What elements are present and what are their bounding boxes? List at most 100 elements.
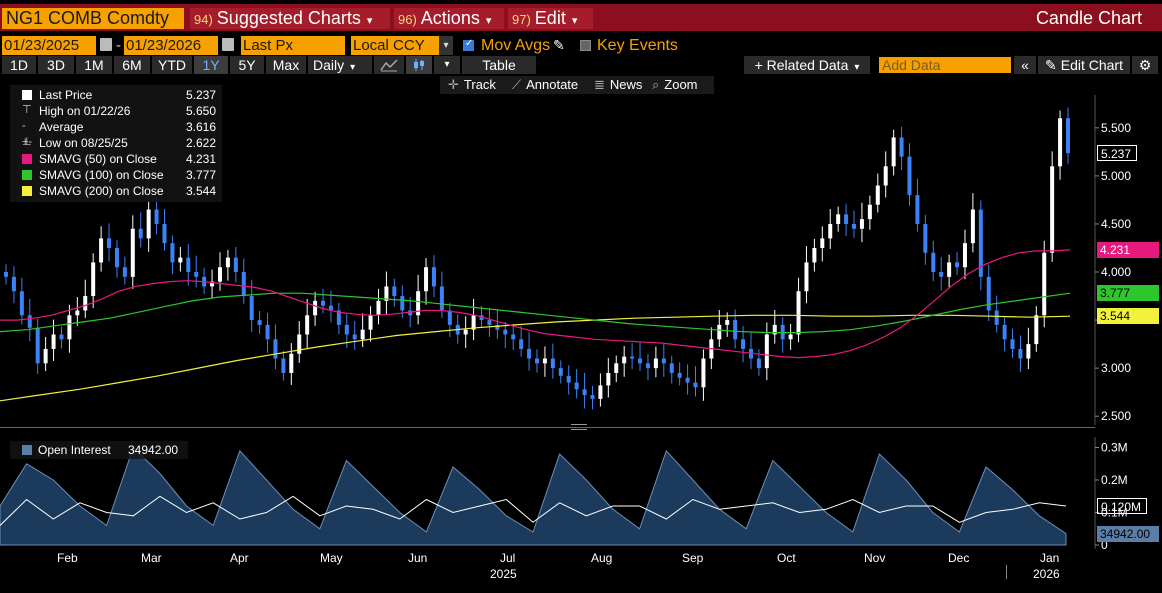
candle-body: [741, 339, 746, 349]
candle-body: [852, 223, 857, 229]
zoom-button[interactable]: ⌕ Zoom: [652, 77, 698, 93]
legend-row-sma50[interactable]: SMAVG (50) on Close 4.231: [10, 151, 222, 167]
edit-chart-button[interactable]: ✎ Edit Chart: [1038, 56, 1130, 74]
track-button[interactable]: ✛ Track: [448, 77, 496, 93]
pencil-icon[interactable]: ✎: [553, 37, 565, 53]
legend-name: Low on 08/25/25: [39, 136, 128, 150]
price-field-select[interactable]: Last Px: [241, 36, 345, 55]
candle-body: [931, 252, 936, 273]
candle-body: [978, 209, 983, 277]
candle-body: [1042, 252, 1047, 316]
candle-body: [701, 358, 706, 388]
related-data-button[interactable]: + Related Data ▾: [744, 56, 870, 74]
annotate-button[interactable]: ⟋ Annotate: [512, 77, 578, 93]
period-1y-button[interactable]: 1Y: [194, 56, 228, 74]
candle-body: [27, 315, 32, 328]
period-6m-button[interactable]: 6M: [114, 56, 150, 74]
chevron-down-icon[interactable]: ▾: [434, 56, 460, 74]
legend-row-sma100[interactable]: SMAVG (100) on Close 3.777: [10, 167, 222, 183]
legend-row-sma200[interactable]: SMAVG (200) on Close 3.544: [10, 183, 222, 199]
y-tick-label: 4.000: [1101, 265, 1131, 279]
legend-row-last-price[interactable]: Last Price 5.237: [10, 87, 222, 103]
period-1m-button[interactable]: 1M: [76, 56, 112, 74]
legend-name: High on 01/22/26: [39, 104, 131, 118]
range-toolbar: 01/23/2025 - 01/23/2026 Last Px Local CC…: [0, 34, 1162, 56]
menu-number: 97): [512, 12, 531, 27]
candle-body: [99, 238, 104, 263]
candle-body: [416, 291, 421, 316]
candle-body: [479, 315, 484, 321]
add-data-input[interactable]: Add Data: [879, 57, 1011, 73]
legend-row-high[interactable]: ⊤ High on 01/22/26 5.650: [10, 103, 222, 119]
candle-body: [344, 324, 349, 335]
table-button[interactable]: Table: [462, 56, 536, 74]
start-date-field[interactable]: 01/23/2025: [2, 36, 96, 55]
panel-divider[interactable]: [0, 427, 1095, 428]
candle-body: [471, 315, 476, 330]
candle-body: [194, 272, 199, 277]
key-events-checkbox[interactable]: [580, 40, 591, 51]
candle-body: [550, 358, 555, 369]
period-toolbar: 1D 3D 1M 6M YTD 1Y 5Y Max Daily ▾ ▾ Table…: [0, 55, 1162, 75]
actions-menu[interactable]: 96) Actions ▾: [394, 8, 504, 29]
track-label: Track: [463, 77, 496, 92]
candle-body: [836, 214, 841, 224]
candle-body: [170, 243, 175, 263]
period-1d-button[interactable]: 1D: [2, 56, 36, 74]
candle-body: [891, 137, 896, 167]
sma50-line: [0, 249, 1071, 359]
period-5y-button[interactable]: 5Y: [230, 56, 264, 74]
candle-body: [653, 358, 658, 369]
open-interest-chart[interactable]: 0.3M 0.2M 0.1M 0: [0, 437, 1162, 552]
open-interest-svg[interactable]: 0.3M 0.2M 0.1M 0: [0, 437, 1162, 552]
legend-row-low[interactable]: ⊥ Low on 08/25/25 2.622: [10, 135, 222, 151]
candle-body: [844, 214, 849, 224]
currency-select[interactable]: Local CCY: [351, 36, 439, 55]
candle-body: [51, 334, 56, 349]
oi-value-tag: 34942.00: [1097, 525, 1159, 542]
candle-body: [424, 267, 429, 292]
period-3d-button[interactable]: 3D: [38, 56, 74, 74]
x-tick-label: Sep: [682, 551, 704, 565]
ticker-input[interactable]: NG1 COMB Comdty: [2, 8, 184, 29]
oi-legend[interactable]: Open Interest 34942.00: [10, 441, 188, 459]
annotation-toolbar: ✛ Track ⟋ Annotate ≣ News ⌕ Zoom: [440, 76, 714, 94]
resize-handle-icon[interactable]: [571, 424, 587, 430]
candle-body: [487, 320, 492, 325]
zoom-icon: ⌕: [652, 77, 660, 92]
candle-chart-icon[interactable]: [406, 56, 432, 74]
line-chart-icon[interactable]: [374, 56, 404, 74]
edit-menu[interactable]: 97) Edit ▾: [508, 8, 593, 29]
news-button[interactable]: ≣ News: [594, 77, 642, 93]
gear-icon[interactable]: ⚙: [1132, 56, 1158, 74]
sma100-line: [0, 292, 1071, 334]
x-tick-label: Jun: [408, 551, 428, 565]
legend-row-average[interactable]: -+- Average 3.616: [10, 119, 222, 148]
period-ytd-button[interactable]: YTD: [152, 56, 192, 74]
suggested-charts-menu[interactable]: 94) Suggested Charts ▾: [190, 8, 390, 29]
sma200-tag: 3.544: [1097, 307, 1159, 324]
legend-value: 2.622: [185, 136, 216, 150]
collapse-icon[interactable]: «: [1014, 56, 1036, 74]
candle-body: [899, 137, 904, 157]
x-tick-label: Feb: [57, 551, 78, 565]
x-tick-label: Apr: [230, 551, 249, 565]
calendar-icon[interactable]: [222, 38, 234, 51]
frequency-select[interactable]: Daily ▾: [308, 56, 372, 74]
legend-value: 5.650: [185, 104, 216, 118]
candle-body: [614, 363, 619, 373]
annotate-label: Annotate: [526, 77, 579, 92]
candle-body: [669, 363, 674, 373]
chevron-down-icon[interactable]: ▾: [439, 36, 453, 55]
chart-legend[interactable]: Last Price 5.237 ⊤ High on 01/22/26 5.65…: [10, 85, 222, 202]
calendar-icon[interactable]: [100, 38, 112, 51]
legend-value: 4.231: [185, 152, 216, 166]
y-tick-label: 5.500: [1101, 121, 1131, 135]
candle-body: [447, 310, 452, 325]
period-max-button[interactable]: Max: [266, 56, 306, 74]
mov-avgs-checkbox[interactable]: [463, 38, 474, 51]
end-date-field[interactable]: 01/23/2026: [124, 36, 218, 55]
zoom-label: Zoom: [664, 77, 698, 92]
